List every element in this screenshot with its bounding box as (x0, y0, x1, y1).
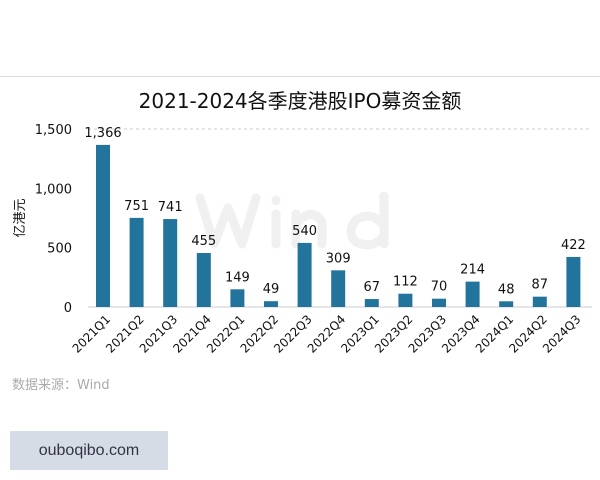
data-label: 422 (561, 238, 586, 253)
data-label: 214 (460, 263, 485, 278)
data-label: 87 (532, 278, 549, 293)
bar-2024Q1 (499, 301, 514, 307)
y-tick-label: 0 (64, 301, 72, 316)
bar-2023Q2 (398, 293, 413, 307)
y-tick-label: 500 (47, 242, 72, 257)
site-badge[interactable]: ouboqibo.com (10, 431, 168, 470)
top-divider (0, 76, 600, 77)
data-label: 540 (292, 224, 317, 239)
bar-2023Q1 (364, 299, 379, 307)
data-label: 70 (431, 280, 448, 295)
bar-2022Q4 (331, 270, 346, 307)
bar-2022Q3 (297, 242, 312, 307)
bar-2023Q3 (432, 298, 446, 307)
data-label: 67 (364, 280, 381, 295)
data-label: 751 (124, 199, 149, 214)
data-label: 112 (393, 275, 418, 290)
data-label: 741 (158, 200, 183, 215)
bar-2021Q2 (129, 217, 144, 307)
bar-2021Q4 (196, 253, 211, 307)
chart-title: 2021-2024各季度港股IPO募资金额 (139, 89, 462, 113)
watermark-logo (195, 191, 389, 250)
bar-2024Q2 (532, 296, 547, 307)
bar-2021Q1 (96, 144, 110, 307)
data-label: 49 (263, 282, 280, 297)
bar-2022Q1 (230, 289, 245, 307)
y-tick-label: 1,500 (35, 123, 72, 138)
data-label: 149 (225, 270, 250, 285)
bar-2024Q3 (566, 256, 581, 307)
data-label: 48 (498, 282, 515, 297)
y-tick-label: 1,000 (35, 182, 72, 197)
bar-2023Q4 (465, 281, 480, 307)
data-label: 1,366 (84, 126, 121, 141)
data-label: 455 (191, 234, 216, 249)
bar-2021Q3 (163, 219, 178, 307)
bar-2022Q2 (264, 301, 278, 307)
data-source: 数据来源：Wind (12, 378, 110, 393)
y-axis-label: 亿港元 (13, 198, 28, 237)
data-label: 309 (326, 251, 351, 266)
